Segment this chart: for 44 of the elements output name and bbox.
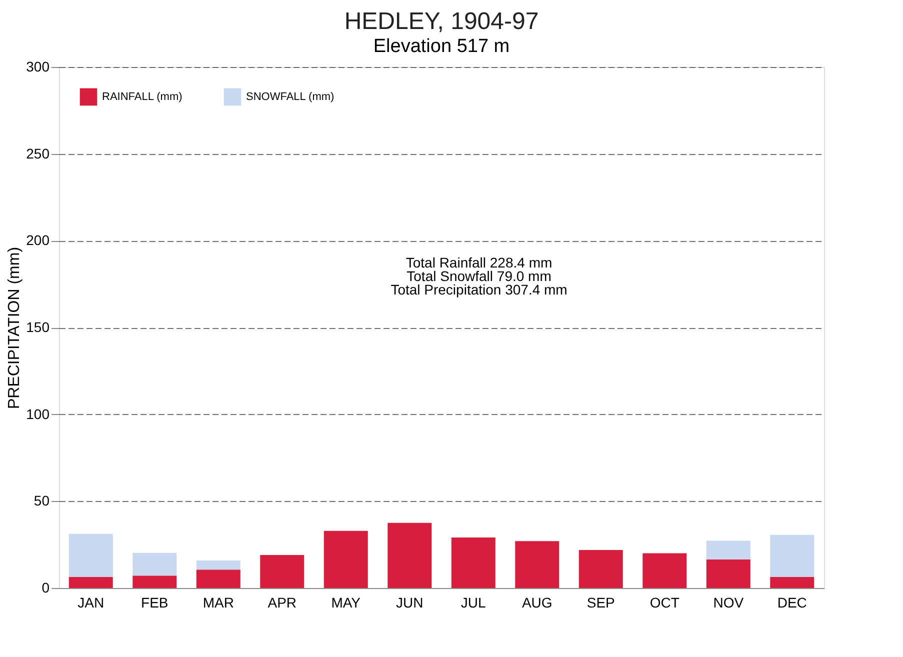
bar: [324, 530, 368, 588]
annotation: Total Rainfall 228.4 mm: [406, 254, 552, 271]
bar: [515, 541, 560, 588]
chart-title: HEDLEY, 1904-97: [344, 8, 539, 35]
y-tick-label: 200: [26, 232, 50, 248]
x-tick-label: NOV: [713, 594, 744, 610]
bar: [388, 522, 432, 588]
x-tick-label: AUG: [522, 594, 552, 610]
x-tick-label: APR: [268, 594, 297, 610]
bar: [451, 537, 496, 588]
legend-label: SNOWFALL (mm): [246, 90, 334, 103]
bar: [196, 570, 240, 588]
x-tick-label: MAR: [202, 594, 234, 610]
bar: [642, 553, 687, 588]
bar: [196, 560, 240, 570]
x-tick-label: FEB: [141, 594, 168, 610]
x-tick-label: JAN: [78, 594, 104, 610]
x-tick-label: DEC: [777, 594, 807, 610]
bar: [260, 555, 304, 588]
y-tick-label: 300: [26, 58, 50, 74]
x-tick-label: JUN: [396, 594, 424, 610]
y-tick-label: 0: [42, 580, 50, 596]
bar: [770, 534, 814, 578]
y-axis-title: PRECIPITATION (mm): [6, 246, 24, 410]
bar: [132, 552, 177, 576]
y-tick-label: 150: [26, 319, 50, 335]
bar: [578, 550, 623, 588]
bar: [68, 577, 113, 588]
bar: [706, 540, 750, 560]
x-tick-label: SEP: [586, 594, 615, 610]
bar: [132, 576, 177, 588]
annotation: Total Precipitation 307.4 mm: [390, 281, 568, 298]
y-tick-label: 250: [26, 145, 50, 162]
bar: [706, 559, 750, 588]
bar: [770, 577, 814, 588]
annotation: Total Snowfall 79.0 mm: [406, 268, 552, 284]
chart-subtitle: Elevation 517 m: [373, 36, 510, 57]
x-tick-label: MAY: [331, 594, 362, 610]
y-tick-label: 50: [34, 492, 50, 509]
legend-label: RAINFALL (mm): [102, 90, 182, 103]
x-tick-label: OCT: [650, 594, 680, 610]
y-tick-label: 100: [26, 406, 50, 422]
bar: [68, 534, 113, 578]
x-tick-label: JUL: [460, 594, 486, 610]
